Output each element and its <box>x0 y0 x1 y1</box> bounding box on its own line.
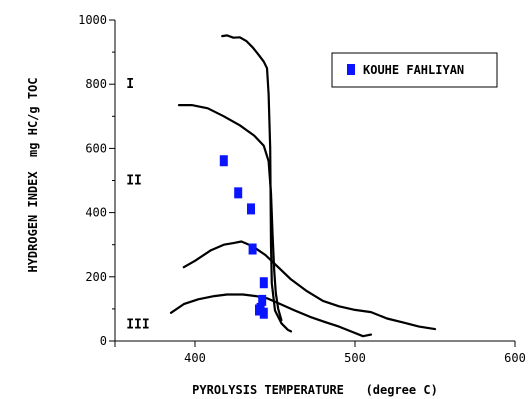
data-point-marker <box>234 187 243 199</box>
legend-marker-kouhe-fahliyan <box>347 64 355 75</box>
data-point-marker <box>248 243 257 255</box>
data-point-marker <box>259 277 268 289</box>
x-tick-label: 500 <box>344 351 366 365</box>
boundary-curve-3 <box>182 240 437 331</box>
data-points <box>219 155 268 319</box>
y-tick-label: 600 <box>85 141 107 155</box>
x-tick-label: 600 <box>504 351 526 365</box>
data-point-marker <box>255 304 263 316</box>
axes: 0 200 400 600 800 1000 400 500 600 <box>78 13 526 365</box>
region-label: III <box>126 317 149 332</box>
y-tick-label: 800 <box>85 77 107 91</box>
y-tick-label: 1000 <box>78 13 107 27</box>
legend-label-kouhe-fahliyan: KOUHE FAHLIYAN <box>363 63 464 77</box>
boundary-curve-1 <box>221 34 293 333</box>
x-tick-label: 400 <box>184 351 206 365</box>
boundary-curve-2 <box>177 103 283 322</box>
y-tick-label: 400 <box>85 206 107 220</box>
data-point-marker <box>219 155 228 167</box>
boundary-curve-4 <box>169 293 373 338</box>
y-axis-label: HYDROGEN INDEX mg HC/g TOC <box>26 77 40 272</box>
y-tick-label: 0 <box>100 334 107 348</box>
legend-box <box>331 52 498 88</box>
data-point-marker <box>259 307 268 319</box>
boundary-curves <box>169 34 437 338</box>
data-point-marker <box>247 203 255 215</box>
region-label: I <box>126 77 134 92</box>
legend: KOUHE FAHLIYAN <box>331 52 498 88</box>
data-point-marker <box>258 294 267 306</box>
y-tick-label: 200 <box>85 270 107 284</box>
x-axis-label: PYROLYSIS TEMPERATURE (degree C) <box>192 383 438 397</box>
region-label: II <box>126 174 142 189</box>
